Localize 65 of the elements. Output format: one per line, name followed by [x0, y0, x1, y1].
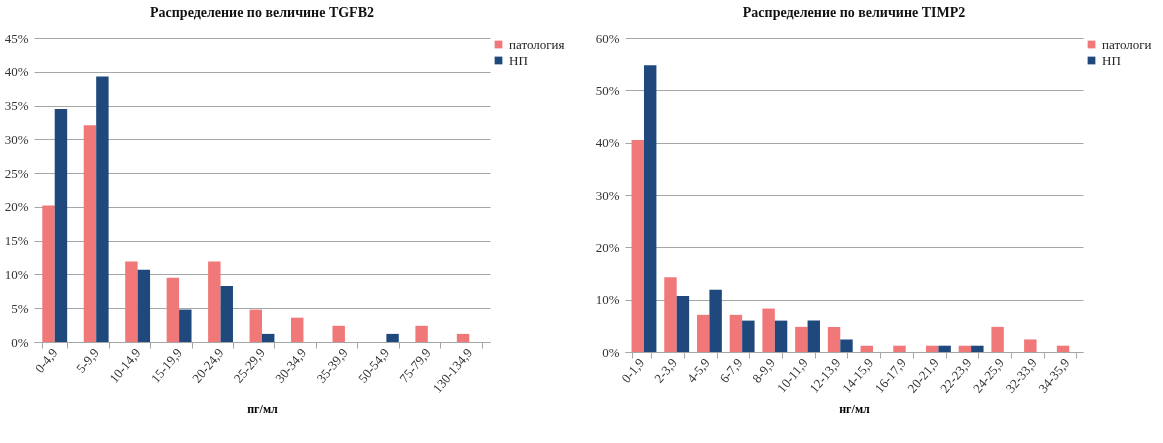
bar: [415, 325, 428, 342]
bar: [179, 309, 192, 342]
y-tick-label: 20%: [4, 199, 29, 215]
bar: [643, 65, 657, 352]
bar: [827, 326, 841, 352]
x-axis-title: нг/мл: [839, 401, 871, 416]
bar: [249, 309, 262, 342]
y-tick-label: 0%: [11, 334, 29, 350]
legend-label: НП: [1102, 52, 1121, 68]
bar: [262, 333, 275, 342]
bar: [631, 140, 644, 352]
bar: [971, 345, 984, 352]
bar: [742, 320, 755, 352]
bar: [125, 261, 138, 342]
bar: [893, 345, 906, 352]
y-tick-label: 10%: [4, 266, 29, 282]
legend-label: патологи: [1102, 36, 1152, 52]
bar: [938, 345, 951, 352]
bar: [676, 296, 690, 352]
chart-title: Распределение по величине TIMP2: [742, 5, 966, 20]
bar: [696, 314, 710, 352]
y-tick-label: 0%: [602, 344, 620, 360]
bar: [83, 125, 97, 342]
bar: [762, 308, 775, 352]
y-tick-label: 15%: [4, 233, 29, 249]
bar: [807, 320, 820, 352]
y-tick-label: 10%: [595, 292, 620, 308]
y-tick-label: 40%: [4, 64, 29, 80]
bar: [137, 269, 151, 342]
bar: [96, 76, 109, 342]
bar: [860, 345, 873, 352]
bar: [1056, 345, 1070, 352]
y-tick-label: 5%: [11, 300, 29, 316]
y-tick-label: 30%: [4, 131, 29, 147]
bar: [709, 289, 722, 352]
chart-title: Распределение по величине TGFB2: [150, 5, 374, 20]
bar: [958, 345, 972, 352]
y-tick-label: 35%: [4, 98, 29, 114]
bar: [664, 277, 677, 352]
legend-label: патология: [509, 36, 565, 52]
x-axis-title: пг/мл: [247, 401, 279, 416]
bar: [386, 333, 399, 342]
y-tick-label: 45%: [4, 30, 29, 46]
legend-label: НП: [509, 52, 528, 68]
bar: [925, 345, 939, 352]
bar: [42, 205, 55, 342]
bar: [456, 333, 470, 342]
bar: [991, 326, 1004, 352]
y-tick-label: 25%: [4, 165, 29, 181]
bar: [729, 314, 743, 352]
y-tick-label: 60%: [595, 30, 620, 46]
bar: [332, 325, 345, 342]
y-tick-label: 30%: [595, 187, 620, 203]
bar: [208, 261, 221, 342]
bar: [291, 317, 304, 342]
bar: [1024, 339, 1037, 352]
y-tick-label: 50%: [595, 82, 620, 98]
bar: [220, 285, 233, 342]
bar: [166, 277, 180, 342]
bar: [54, 108, 68, 342]
y-tick-label: 20%: [595, 239, 620, 255]
y-tick-label: 40%: [595, 135, 620, 151]
bar: [795, 326, 808, 352]
bar: [840, 339, 853, 352]
bar: [774, 320, 788, 352]
